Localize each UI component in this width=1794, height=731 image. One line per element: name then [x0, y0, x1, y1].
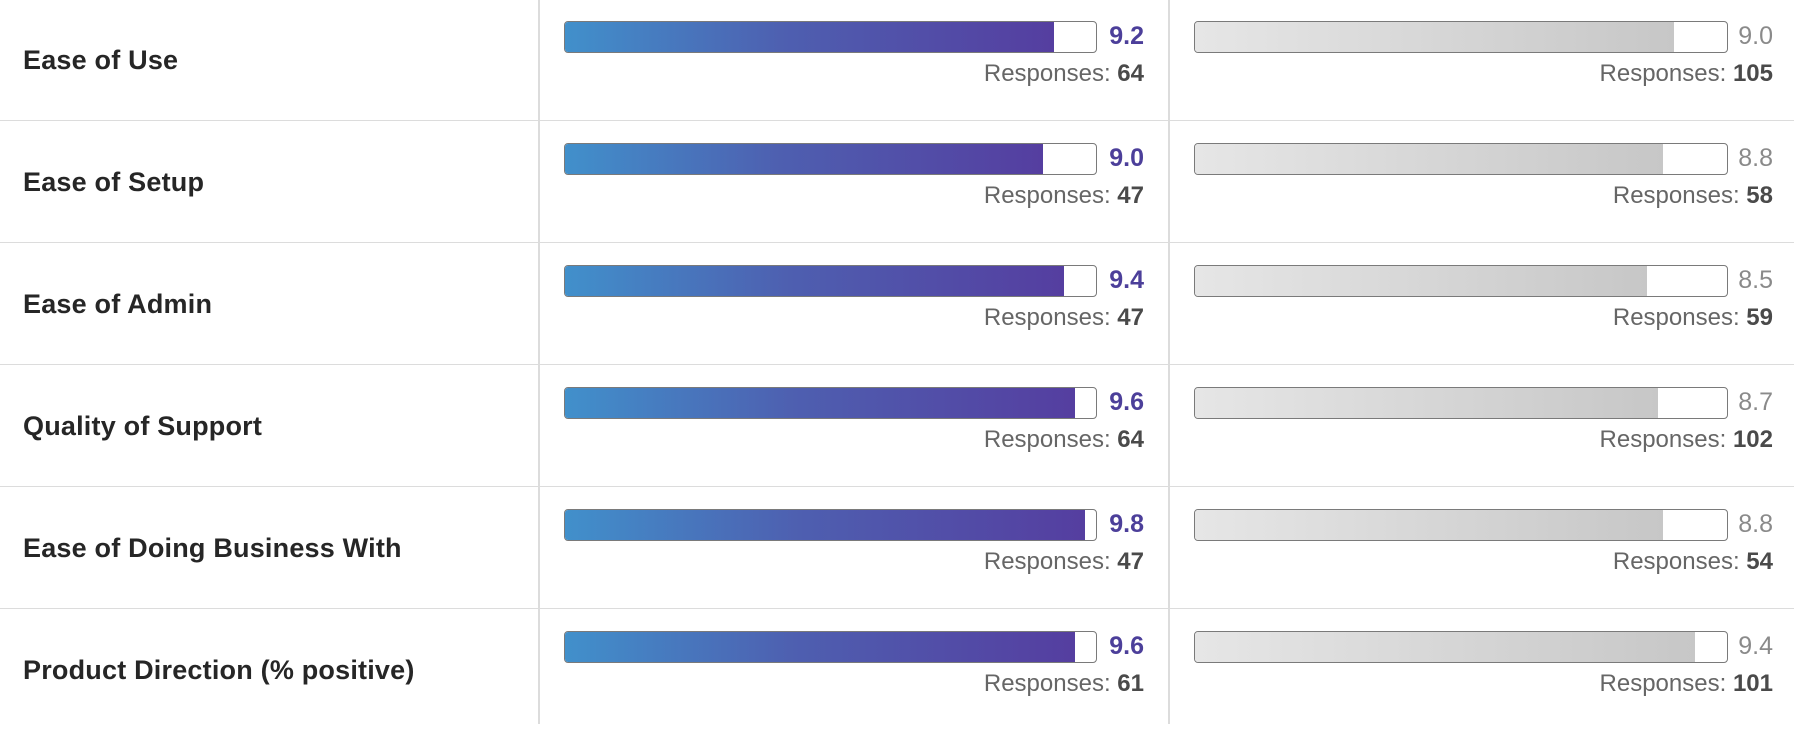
secondary-rating-score: 9.0	[1738, 22, 1773, 50]
rating-category-label: Product Direction (% positive)	[23, 655, 415, 685]
responses-label: Responses:	[983, 60, 1111, 87]
primary-rating-score: 9.2	[1109, 22, 1144, 50]
responses-count: 105	[1732, 60, 1773, 87]
primary-responses: Responses: 64	[984, 60, 1144, 88]
primary-rating-score: 9.0	[1109, 144, 1144, 172]
primary-rating-score: 9.8	[1109, 510, 1144, 538]
responses-count: 54	[1746, 548, 1773, 575]
rating-category-label: Ease of Admin	[23, 289, 213, 319]
responses-label: Responses:	[1599, 60, 1727, 87]
rating-category-label: Ease of Use	[23, 45, 179, 75]
responses-label: Responses:	[983, 548, 1111, 575]
secondary-rating-fill	[1195, 22, 1674, 52]
column-divider-primary	[538, 0, 540, 724]
primary-rating-bar	[564, 21, 1097, 53]
responses-count: 64	[1117, 426, 1144, 453]
rating-row: Ease of Admin 9.4 Responses: 47 8.5 Resp…	[0, 244, 1794, 365]
responses-count: 102	[1732, 426, 1773, 453]
primary-rating-bar	[564, 143, 1097, 175]
secondary-rating-fill	[1195, 144, 1664, 174]
rating-row: Product Direction (% positive) 9.6 Respo…	[0, 610, 1794, 731]
responses-label: Responses:	[983, 670, 1111, 697]
primary-rating-bar	[564, 387, 1097, 419]
column-divider-secondary	[1168, 0, 1170, 724]
secondary-rating-score: 8.7	[1738, 388, 1773, 416]
responses-label: Responses:	[1599, 670, 1727, 697]
primary-rating-fill	[565, 388, 1075, 418]
primary-rating-fill	[565, 22, 1054, 52]
responses-count: 59	[1746, 304, 1773, 331]
primary-responses: Responses: 47	[984, 548, 1144, 576]
responses-count: 47	[1117, 182, 1144, 209]
secondary-rating-fill	[1195, 388, 1658, 418]
secondary-rating-bar	[1194, 265, 1728, 297]
rating-category-label: Ease of Setup	[23, 167, 205, 197]
primary-rating-fill	[565, 510, 1086, 540]
secondary-rating-bar	[1194, 387, 1728, 419]
secondary-rating-score: 8.8	[1738, 510, 1773, 538]
secondary-rating-bar	[1194, 143, 1728, 175]
secondary-responses: Responses: 54	[1613, 548, 1773, 576]
rating-row: Ease of Use 9.2 Responses: 64 9.0 Respon…	[0, 0, 1794, 121]
primary-responses: Responses: 47	[984, 304, 1144, 332]
responses-label: Responses:	[1599, 426, 1727, 453]
secondary-responses: Responses: 58	[1613, 182, 1773, 210]
primary-rating-bar	[564, 631, 1097, 663]
primary-rating-score: 9.6	[1109, 632, 1144, 660]
secondary-rating-bar	[1194, 509, 1728, 541]
primary-rating-score: 9.4	[1109, 266, 1144, 294]
secondary-rating-bar	[1194, 21, 1728, 53]
primary-rating-fill	[565, 266, 1065, 296]
primary-responses: Responses: 64	[984, 426, 1144, 454]
responses-label: Responses:	[983, 304, 1111, 331]
secondary-rating-bar	[1194, 631, 1728, 663]
responses-count: 58	[1746, 182, 1773, 209]
rating-row: Ease of Setup 9.0 Responses: 47 8.8 Resp…	[0, 122, 1794, 243]
responses-label: Responses:	[1612, 182, 1740, 209]
responses-label: Responses:	[1612, 548, 1740, 575]
rating-category-label: Quality of Support	[23, 411, 263, 441]
secondary-responses: Responses: 105	[1600, 60, 1773, 88]
secondary-rating-fill	[1195, 632, 1696, 662]
responses-label: Responses:	[983, 426, 1111, 453]
rating-row: Quality of Support 9.6 Responses: 64 8.7…	[0, 366, 1794, 487]
secondary-rating-fill	[1195, 510, 1664, 540]
secondary-responses: Responses: 102	[1600, 426, 1773, 454]
primary-rating-bar	[564, 509, 1097, 541]
secondary-rating-score: 8.8	[1738, 144, 1773, 172]
secondary-rating-score: 8.5	[1738, 266, 1773, 294]
primary-rating-fill	[565, 632, 1075, 662]
secondary-responses: Responses: 59	[1613, 304, 1773, 332]
responses-count: 101	[1732, 670, 1773, 697]
secondary-rating-score: 9.4	[1738, 632, 1773, 660]
responses-count: 64	[1117, 60, 1144, 87]
primary-rating-fill	[565, 144, 1043, 174]
primary-responses: Responses: 61	[984, 670, 1144, 698]
primary-rating-bar	[564, 265, 1097, 297]
responses-label: Responses:	[1612, 304, 1740, 331]
responses-count: 61	[1117, 670, 1144, 697]
responses-count: 47	[1117, 304, 1144, 331]
secondary-responses: Responses: 101	[1600, 670, 1773, 698]
primary-rating-score: 9.6	[1109, 388, 1144, 416]
rating-row: Ease of Doing Business With 9.8 Response…	[0, 488, 1794, 609]
primary-responses: Responses: 47	[984, 182, 1144, 210]
secondary-rating-fill	[1195, 266, 1648, 296]
responses-count: 47	[1117, 548, 1144, 575]
responses-label: Responses:	[983, 182, 1111, 209]
rating-category-label: Ease of Doing Business With	[23, 533, 402, 563]
